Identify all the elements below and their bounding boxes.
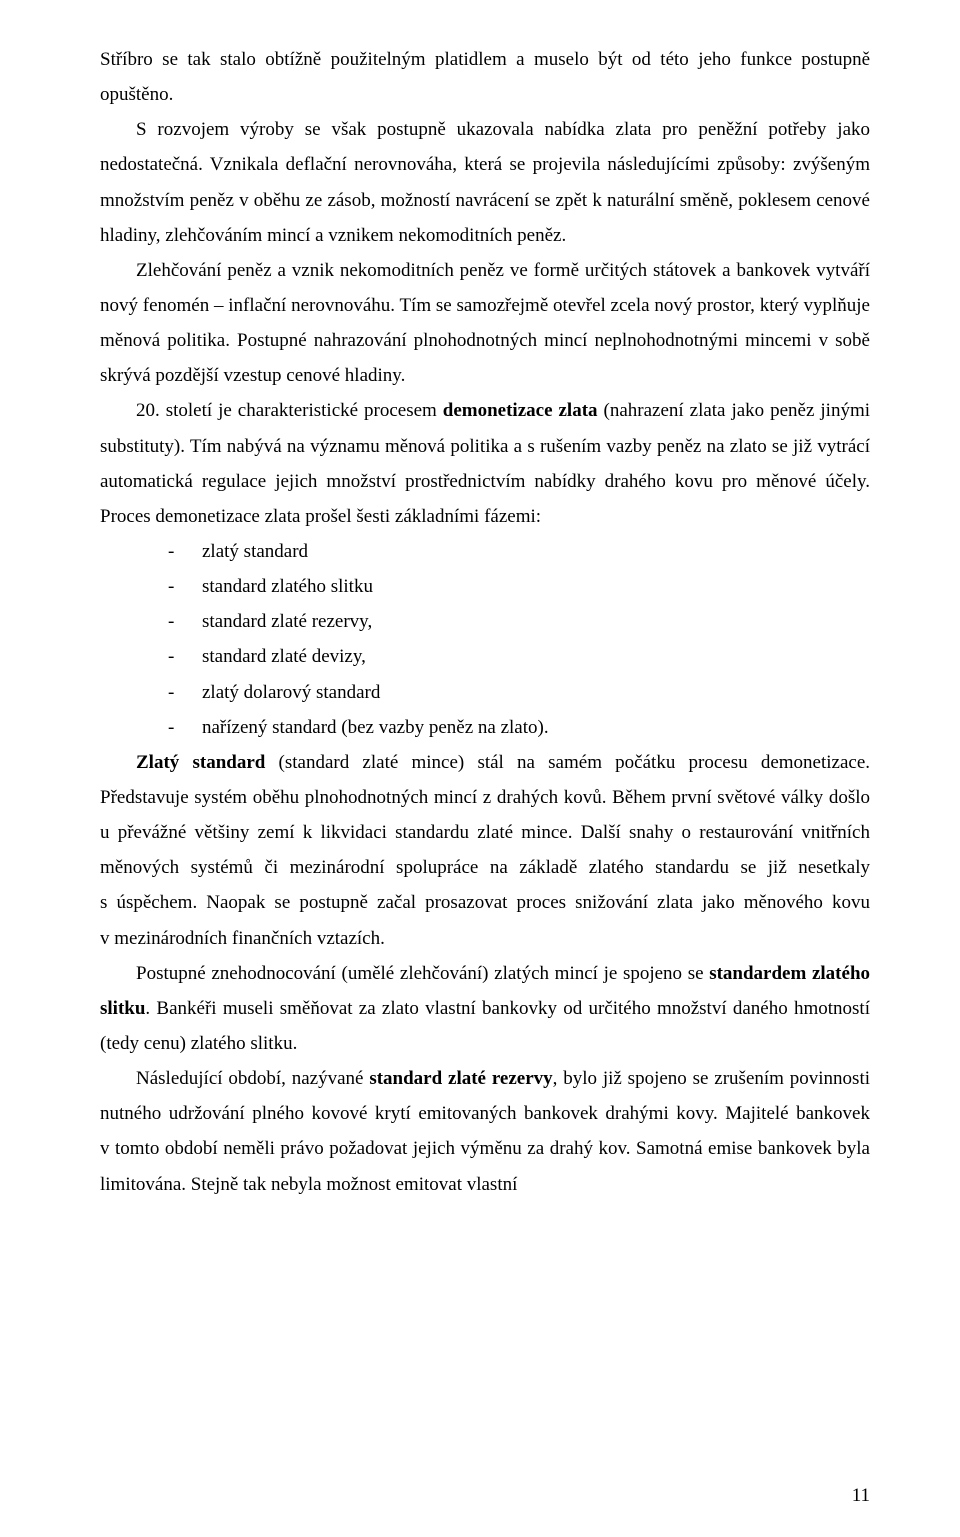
paragraph-1-lead: Stříbro se tak stalo obtížně použitelným… [100,42,870,112]
p5-pre: Postupné znehodnocování (umělé zlehčován… [136,963,709,984]
bullet-list: zlatý standard standard zlatého slitku s… [168,534,870,745]
bullet-item: standard zlaté rezervy, [168,604,870,639]
bullet-item: zlatý dolarový standard [168,675,870,710]
bullet-item: standard zlatého slitku [168,569,870,604]
paragraph-3: 20. století je charakteristické procesem… [100,393,870,534]
p3-paren: ( [598,400,610,421]
p6-bold: standard zlaté rezervy [369,1068,552,1089]
p5-rest: . Bankéři museli směňovat za zlato vlast… [100,998,870,1054]
paragraph-5: Postupné znehodnocování (umělé zlehčován… [100,956,870,1061]
paragraph-2: Zlehčování peněz a vznik nekomoditních p… [100,253,870,394]
p4-rest: (standard zlaté mince) stál na samém poč… [100,752,870,949]
p6-pre: Následující období, nazývané [136,1068,369,1089]
p3-bold: demonetizace zlata [443,400,598,421]
paragraph-6: Následující období, nazývané standard zl… [100,1061,870,1202]
paragraph-4: Zlatý standard (standard zlaté mince) st… [100,745,870,956]
bullet-item: standard zlaté devizy, [168,639,870,674]
p3-pre: 20. století je charakteristické procesem [136,400,443,421]
bullet-item: zlatý standard [168,534,870,569]
paragraph-1b: S rozvojem výroby se však postupně ukazo… [100,112,870,253]
p3-after: . Tím nabývá na významu měnová politika … [100,436,870,527]
page-number: 11 [852,1485,870,1507]
p4-bold: Zlatý standard [136,752,265,773]
bullet-item: nařízený standard (bez vazby peněz na zl… [168,710,870,745]
